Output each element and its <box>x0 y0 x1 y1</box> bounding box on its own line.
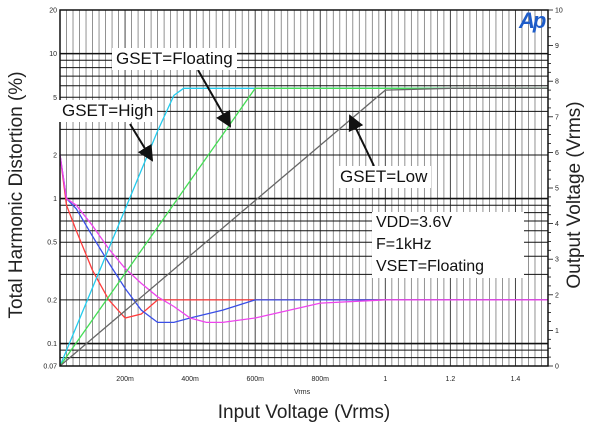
annotation-gset-high: GSET=High <box>58 100 158 122</box>
y-right-tick-label: 8 <box>555 79 559 86</box>
y-left-tick-label: 5 <box>53 95 57 102</box>
x-tick-label: 1.4 <box>511 376 521 383</box>
series-line-4 <box>59 87 548 367</box>
y-left-tick-label: 0.1 <box>47 341 57 348</box>
y-left-tick-label: 0.2 <box>47 297 57 304</box>
series-lines <box>59 87 548 367</box>
x-tick-label: 400m <box>181 376 199 383</box>
y-left-tick-label: 2 <box>53 152 57 159</box>
condition-vset: VSET=Floating <box>376 258 485 275</box>
x-tick-label: 1 <box>383 376 387 383</box>
y-right-axis-label-box: Output Voltage (Vrms) <box>560 30 590 360</box>
ap-logo: Ap <box>519 8 546 33</box>
y-right-tick-label: 9 <box>555 43 559 50</box>
y-right-tick-label: 7 <box>555 114 559 121</box>
x-tick-label: 200m <box>116 376 134 383</box>
y-right-tick-label: 3 <box>555 257 559 264</box>
annotation-arrow-0 <box>197 69 231 128</box>
y-right-tick-label: 2 <box>555 292 559 299</box>
y-left-tick-label: 0.07 <box>43 364 57 371</box>
y-right-tick-label: 1 <box>555 328 559 335</box>
y-right-axis-label: Output Voltage (Vrms) <box>564 101 585 289</box>
plot-frame <box>59 9 549 367</box>
y-left-tick-label: 1 <box>53 196 57 203</box>
tick-labels: 200m 400m 600m 800m 1 1.2 1.420105210.50.20.10… <box>43 8 563 384</box>
annotation-arrows <box>129 69 375 167</box>
x-axis-label: Input Voltage (Vrms) <box>217 402 391 423</box>
y-left-tick-label: 10 <box>49 51 57 58</box>
y-left-axis-label: Total Harmonic Distortion (%) <box>6 71 27 319</box>
y-right-tick-label: 4 <box>555 221 559 228</box>
annotation-gset-floating: GSET=Floating <box>112 48 237 70</box>
y-right-tick-label: 6 <box>555 150 559 157</box>
condition-frequency: F=1kHz <box>376 236 432 253</box>
annotation-gset-low: GSET=Low <box>336 166 432 188</box>
test-conditions-box: VDD=3.6V F=1kHz VSET=Floating <box>372 212 524 278</box>
x-tick-label: 1.2 <box>446 376 456 383</box>
y-right-tick-label: 0 <box>555 364 559 371</box>
y-left-tick-label: 0.5 <box>47 240 57 247</box>
x-tick-label: 800m <box>312 376 330 383</box>
condition-vdd: VDD=3.6V <box>376 214 453 231</box>
series-line-2 <box>59 154 548 324</box>
series-line-1 <box>59 154 548 324</box>
y-left-tick-label: 20 <box>49 8 57 15</box>
annotation-arrow-1 <box>129 123 154 162</box>
x-axis-unit: Vrms <box>294 389 311 396</box>
y-right-tick-label: 5 <box>555 186 559 193</box>
annotation-arrow-2 <box>348 114 375 167</box>
series-line-5 <box>59 87 548 367</box>
y-right-tick-label: 10 <box>555 8 563 15</box>
y-left-axis-label-box: Total Harmonic Distortion (%) <box>2 45 32 345</box>
x-tick-label: 600m <box>246 376 264 383</box>
